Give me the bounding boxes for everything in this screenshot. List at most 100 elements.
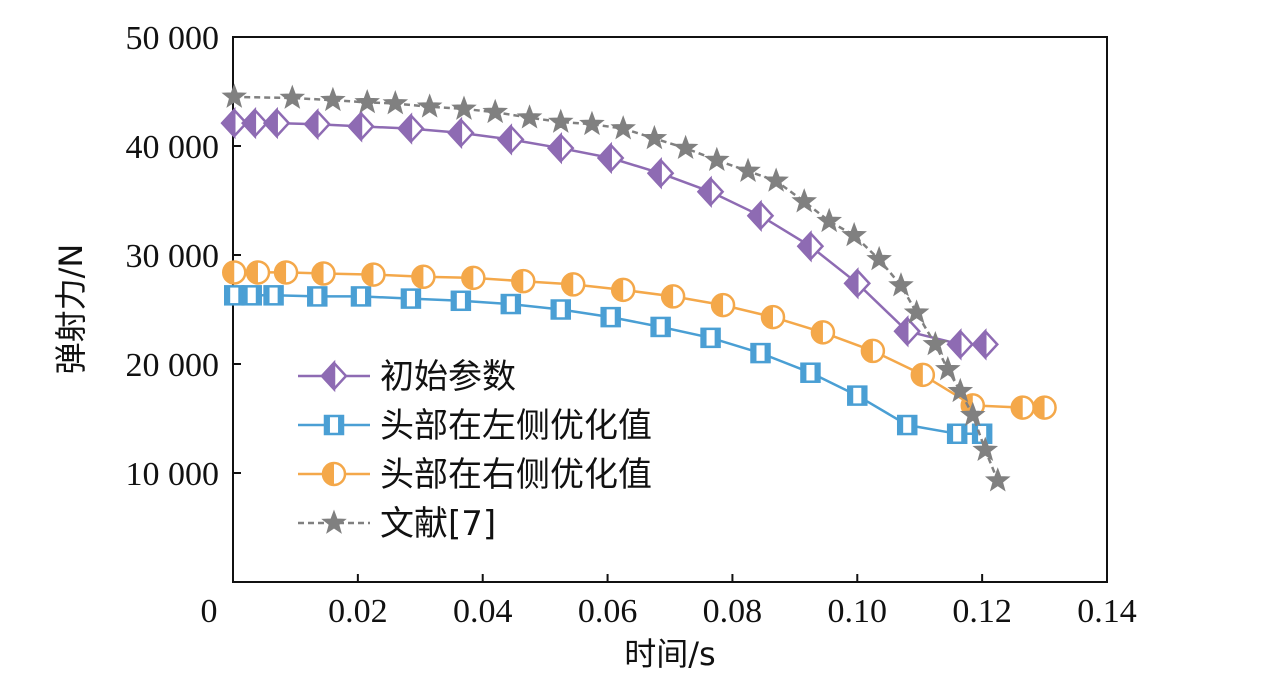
- data-point: [672, 134, 699, 160]
- data-point: [946, 328, 974, 361]
- data-point: [547, 131, 575, 165]
- x-tick-label: 0.10: [828, 593, 888, 630]
- data-point: [447, 116, 475, 150]
- data-point: [660, 284, 686, 309]
- data-point: [800, 362, 821, 383]
- data-point: [860, 338, 886, 364]
- data-point: [972, 436, 999, 461]
- data-point: [704, 146, 730, 172]
- data-point: [550, 299, 571, 320]
- series-2: [223, 285, 993, 445]
- x-tick-label: 0: [201, 593, 218, 630]
- data-point: [791, 188, 817, 213]
- data-point: [641, 124, 668, 150]
- series-1: [220, 106, 999, 361]
- data-point: [888, 272, 914, 297]
- legend-entry: 文献[7]: [298, 504, 496, 544]
- data-point: [843, 267, 871, 300]
- data-point: [361, 262, 386, 287]
- data-point: [350, 286, 372, 307]
- data-point: [922, 330, 949, 356]
- data-point: [1032, 395, 1057, 420]
- data-point: [221, 260, 247, 285]
- x-tick-label: 0.02: [328, 593, 388, 630]
- data-point: [241, 285, 262, 306]
- y-tick-label: 10 000: [126, 456, 220, 493]
- data-point: [263, 285, 284, 306]
- legend-marker: [321, 509, 347, 534]
- data-point: [841, 221, 867, 247]
- y-axis-title: 弹射力/N: [52, 244, 90, 375]
- data-point: [596, 141, 625, 175]
- data-point: [935, 356, 961, 381]
- legend-entry: 头部在右侧优化值: [298, 455, 652, 495]
- x-tick-label: 0.12: [952, 593, 1012, 630]
- series-3: [221, 260, 1057, 420]
- data-point: [816, 207, 842, 233]
- legend-label: 初始参数: [380, 357, 516, 397]
- data-point: [750, 342, 771, 364]
- data-point: [500, 293, 522, 315]
- data-point: [560, 272, 586, 297]
- data-point: [847, 385, 868, 406]
- data-point: [241, 106, 269, 140]
- data-point: [245, 260, 271, 285]
- y-axis: 10 000 20 000 30 000 40 000 50 000: [126, 20, 241, 493]
- data-point: [796, 230, 825, 263]
- y-tick-label: 40 000: [126, 129, 220, 166]
- series-layer: [220, 83, 1057, 492]
- data-point: [223, 285, 245, 306]
- data-point: [220, 106, 248, 140]
- data-point: [307, 286, 328, 307]
- data-point: [947, 377, 974, 403]
- data-point: [397, 112, 425, 145]
- data-point: [354, 88, 380, 114]
- y-tick-label: 50 000: [126, 20, 220, 57]
- data-point: [497, 123, 525, 156]
- data-point: [610, 277, 636, 303]
- data-point: [866, 245, 892, 271]
- data-point: [960, 401, 986, 427]
- data-point: [735, 157, 761, 182]
- data-point: [746, 199, 775, 232]
- data-point: [700, 327, 721, 349]
- y-tick-label: 20 000: [126, 347, 220, 384]
- legend-label: 头部在右侧优化值: [380, 455, 652, 495]
- data-point: [903, 299, 930, 324]
- data-point: [382, 90, 409, 115]
- data-point: [461, 265, 486, 291]
- series-4: [221, 83, 1011, 492]
- x-axis: 0 0.02 0.04 0.06 0.08 0.10 0.12 0.14: [201, 574, 1137, 630]
- data-point: [221, 83, 248, 108]
- data-point: [320, 86, 346, 112]
- data-point: [696, 175, 725, 208]
- data-point: [416, 93, 443, 118]
- data-point: [262, 106, 291, 140]
- data-point: [650, 316, 671, 338]
- data-point: [610, 115, 636, 140]
- data-point: [273, 260, 299, 285]
- legend-marker: [321, 461, 347, 487]
- data-point: [516, 104, 543, 129]
- data-point: [450, 290, 472, 312]
- data-point: [1010, 395, 1035, 420]
- data-point: [347, 110, 375, 143]
- x-tick-label: 0.14: [1077, 593, 1137, 630]
- data-point: [946, 423, 968, 445]
- data-point: [303, 108, 331, 141]
- legend-label: 文献[7]: [380, 504, 496, 544]
- data-point: [579, 110, 605, 136]
- data-point: [646, 157, 675, 190]
- data-point: [279, 84, 306, 109]
- x-tick-label: 0.04: [453, 593, 513, 630]
- legend-marker: [320, 359, 348, 393]
- x-tick-label: 0.08: [703, 593, 763, 630]
- legend-label: 头部在左侧优化值: [380, 406, 652, 446]
- data-point: [893, 315, 921, 348]
- data-point: [896, 414, 918, 436]
- data-point: [411, 264, 436, 290]
- plot-frame: [232, 36, 1108, 583]
- data-point: [451, 95, 477, 120]
- data-point: [763, 167, 789, 192]
- data-point: [710, 292, 736, 318]
